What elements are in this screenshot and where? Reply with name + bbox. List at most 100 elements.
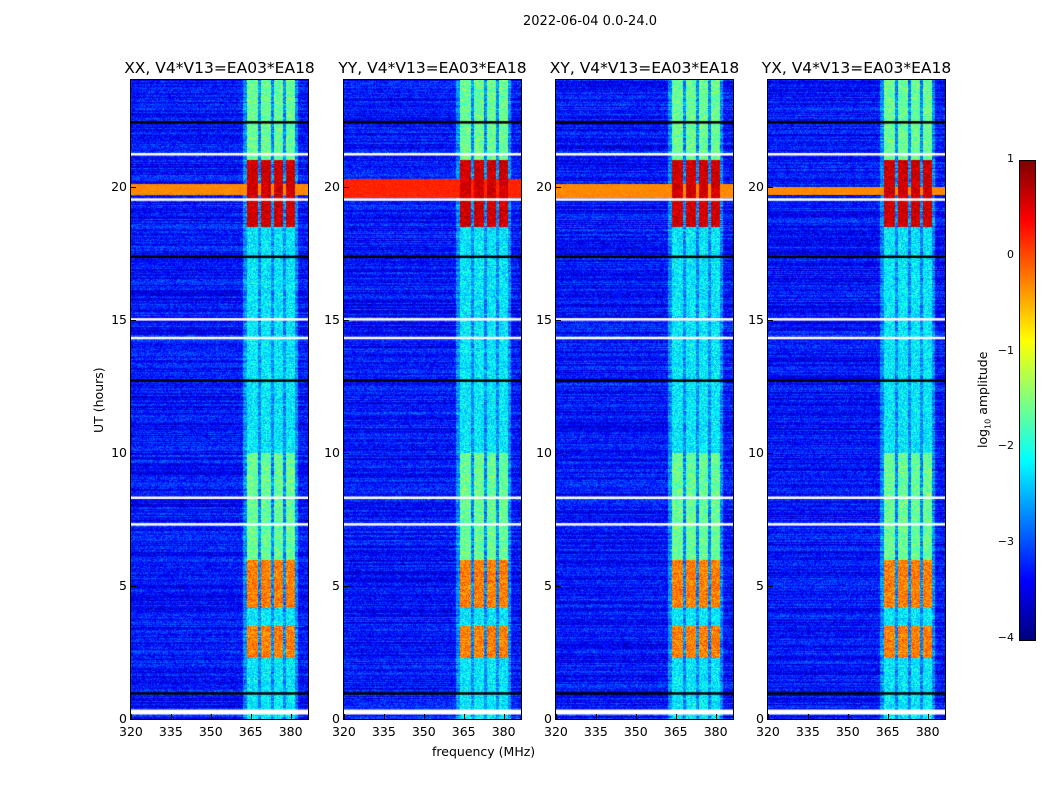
y-tick-label: 5 [332,577,340,593]
x-tick-mark [290,714,292,719]
y-tick-mark [556,452,561,454]
x-tick-label: 335 [158,724,183,739]
y-tick-label: 10 [748,444,764,460]
panel-title: XX, V4*V13=EA03*EA18 [124,59,315,77]
x-tick-label: 320 [332,724,356,739]
x-tick-mark [715,714,717,719]
panel-title: YX, V4*V13=EA03*EA18 [761,59,952,77]
y-tick-label: 0 [119,711,127,726]
x-tick-label: 350 [623,724,648,739]
x-tick-label: 380 [491,724,516,739]
y-tick-label: 10 [324,444,340,460]
x-tick-mark [131,714,132,719]
y-tick-label: 5 [544,577,552,593]
colorbar-tick-label: −2 [997,439,1014,453]
colorbar [1019,160,1036,641]
x-tick-label: 365 [451,724,476,739]
y-tick-label: 0 [756,711,764,726]
y-tick-mark [768,319,773,321]
x-tick-mark [847,714,849,719]
x-tick-mark [595,714,597,719]
spectrogram-panel [343,79,522,720]
colorbar-tick-label: −3 [997,535,1014,549]
y-tick-mark [556,319,561,321]
y-tick-label: 10 [111,444,127,460]
y-tick-mark [768,719,773,720]
panel-title: YY, V4*V13=EA03*EA18 [338,59,527,77]
y-tick-mark [556,585,561,587]
x-tick-label: 350 [411,724,436,739]
y-tick-label: 5 [756,577,764,593]
x-tick-label: 335 [371,724,396,739]
y-tick-mark [556,719,561,720]
y-tick-mark [344,186,349,188]
colorbar-label: log10 amplitude [975,351,993,448]
y-tick-mark [768,452,773,454]
x-tick-mark [503,714,505,719]
x-tick-mark [423,714,425,719]
x-tick-mark [675,714,677,719]
x-tick-label: 380 [703,724,728,739]
y-tick-label: 15 [324,311,340,327]
x-tick-label: 320 [119,724,143,739]
x-tick-label: 320 [756,724,780,739]
spectrogram-panel [767,79,946,720]
x-tick-mark [250,714,252,719]
colorbar-tick-label: 1 [1007,152,1014,165]
y-tick-mark [131,719,136,720]
y-tick-label: 20 [536,178,552,194]
x-axis-label: frequency (MHz) [432,744,536,759]
y-tick-mark [556,186,561,188]
colorbar-tick-label: 0 [1007,247,1014,261]
y-tick-label: 20 [111,178,127,194]
x-tick-label: 380 [278,724,303,739]
spectrogram-panel [555,79,734,720]
x-tick-mark [768,714,769,719]
figure-title: 2022-06-04 0.0-24.0 [523,14,657,29]
x-tick-mark [887,714,889,719]
x-tick-label: 380 [915,724,940,739]
x-tick-mark [210,714,212,719]
x-tick-label: 365 [663,724,688,739]
y-tick-mark [768,585,773,587]
y-tick-label: 0 [332,711,340,726]
x-tick-label: 365 [238,724,263,739]
panel-title: XY, V4*V13=EA03*EA18 [549,59,740,77]
x-tick-label: 335 [795,724,820,739]
y-tick-mark [131,585,136,587]
y-tick-mark [768,186,773,188]
y-tick-mark [344,719,349,720]
x-tick-label: 320 [544,724,568,739]
x-tick-label: 350 [198,724,223,739]
y-tick-label: 15 [536,311,552,327]
y-tick-label: 20 [324,178,340,194]
x-tick-mark [463,714,465,719]
y-tick-label: 15 [748,311,764,327]
colorbar-tick-label: −4 [997,631,1014,644]
x-tick-label: 335 [583,724,608,739]
y-tick-label: 20 [748,178,764,194]
x-tick-mark [635,714,637,719]
x-tick-mark [807,714,809,719]
y-tick-label: 15 [111,311,127,327]
y-tick-label: 5 [119,577,127,593]
y-axis-label: UT (hours) [91,367,106,433]
y-tick-mark [131,319,136,321]
spectrogram-panel [130,79,309,720]
y-tick-mark [344,452,349,454]
y-tick-label: 0 [544,711,552,726]
y-tick-mark [131,186,136,188]
y-tick-label: 10 [536,444,552,460]
y-tick-mark [344,319,349,321]
y-tick-mark [344,585,349,587]
x-tick-mark [170,714,172,719]
x-tick-mark [556,714,557,719]
x-tick-label: 365 [875,724,900,739]
x-tick-label: 350 [835,724,860,739]
x-tick-mark [927,714,929,719]
y-tick-mark [131,452,136,454]
x-tick-mark [383,714,385,719]
colorbar-tick-label: −1 [997,343,1014,357]
x-tick-mark [344,714,345,719]
